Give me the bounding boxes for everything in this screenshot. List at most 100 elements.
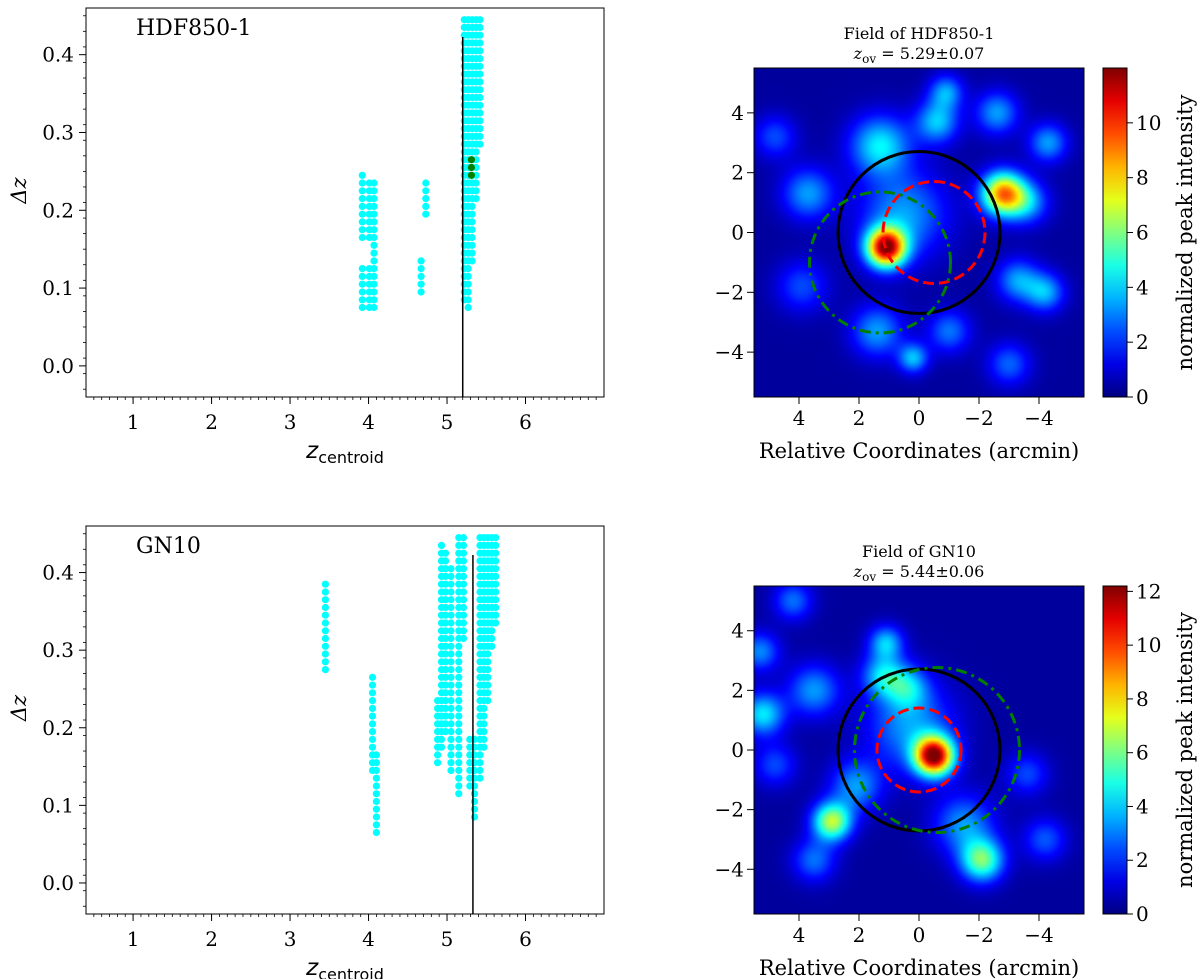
y-tick-label: 0.0 <box>42 354 74 378</box>
data-point <box>480 720 488 728</box>
data-point <box>492 603 500 612</box>
y-tick-label: 0.0 <box>42 871 74 895</box>
aperture-circles <box>836 666 1021 834</box>
heatmap-title: Field of GN10 <box>862 542 976 561</box>
colorbar-tick-label: 2 <box>1136 848 1149 872</box>
x-axis-label-sub: centroid <box>318 965 384 979</box>
data-point <box>447 650 455 658</box>
scatter-panel-2: 1 2 3 4 5 6 0.0 0.1 0.2 0.3 0.4 GN10 zcentroid Δz <box>7 525 605 979</box>
data-point <box>488 642 496 650</box>
data-point <box>459 603 468 612</box>
x-tick-label: 3 <box>284 410 297 434</box>
data-point <box>492 549 500 557</box>
data-point <box>468 249 476 257</box>
data-point <box>321 619 329 627</box>
data-point <box>372 759 380 767</box>
heatmap-subtitle: zov = 5.29±0.07 <box>853 44 985 66</box>
data-point <box>476 751 484 759</box>
y-tick-label: 0.3 <box>42 120 74 144</box>
data-point <box>321 580 329 588</box>
y-axis-label: Δz <box>7 694 31 722</box>
data-point <box>484 673 492 681</box>
y-tick-label: 0.2 <box>42 198 74 222</box>
data-point <box>447 759 455 767</box>
data-point <box>417 288 425 296</box>
data-point <box>372 828 380 837</box>
data-point <box>472 195 480 203</box>
data-point <box>459 549 468 557</box>
circle-dashdot <box>808 190 952 335</box>
data-point <box>480 704 488 713</box>
x-tick-label: 5 <box>441 927 454 951</box>
data-point <box>447 728 455 736</box>
colorbar-tick-label: 4 <box>1136 794 1149 818</box>
data-point <box>370 280 378 288</box>
data-point <box>476 93 484 102</box>
data-point <box>476 759 484 767</box>
data-point <box>459 580 468 588</box>
data-point <box>464 288 472 296</box>
data-point <box>459 634 468 643</box>
data-point <box>372 751 380 759</box>
data-point <box>422 187 430 195</box>
data-point <box>468 233 476 242</box>
data-point <box>468 226 476 234</box>
circle-dashed <box>875 706 963 794</box>
x-tick-label: 2 <box>205 927 218 951</box>
data-point <box>447 565 455 573</box>
x-tick-label: 2 <box>853 406 866 430</box>
data-point <box>437 735 446 744</box>
data-point <box>476 70 484 78</box>
data-point <box>372 782 380 790</box>
data-point <box>476 86 484 94</box>
data-point <box>455 790 463 798</box>
aperture-circles <box>808 150 1002 335</box>
data-point <box>368 743 377 751</box>
x-tick-label: 6 <box>519 927 532 951</box>
data-point <box>441 572 450 581</box>
x-axis-label-main: z <box>305 438 319 464</box>
data-point <box>476 101 484 109</box>
scatter-panel-0: 1 2 3 4 5 6 0.0 0.1 0.2 0.3 0.4 HDF850-1 zcentroid Δz <box>7 7 605 467</box>
data-point <box>476 78 484 86</box>
data-point <box>441 728 450 736</box>
data-point <box>370 257 378 265</box>
highlight-point <box>467 156 475 164</box>
data-point <box>447 619 455 627</box>
data-point <box>441 549 450 557</box>
data-point <box>484 650 492 658</box>
data-point <box>441 720 450 728</box>
data-point <box>370 187 378 195</box>
data-point <box>492 611 500 619</box>
data-point <box>484 658 492 666</box>
y-tick-label: 2 <box>731 678 744 702</box>
data-point <box>358 265 366 273</box>
data-point <box>368 704 377 713</box>
data-point <box>492 619 500 627</box>
y-tick-label: −4 <box>715 340 744 364</box>
y-tick-label: 0.2 <box>42 716 74 740</box>
data-point <box>434 751 442 759</box>
data-point <box>321 642 329 650</box>
data-point <box>434 759 442 767</box>
data-point <box>447 611 455 619</box>
heatmap-image <box>754 68 1084 397</box>
data-points <box>321 534 500 837</box>
y-tick-label: 0 <box>731 221 744 245</box>
data-point <box>368 697 377 705</box>
data-point <box>370 179 378 187</box>
data-point <box>372 805 380 813</box>
data-point <box>484 666 492 674</box>
data-point <box>492 557 500 565</box>
data-point <box>370 249 378 257</box>
data-point <box>370 272 378 280</box>
colorbar-tick-label: 12 <box>1136 579 1161 603</box>
data-point <box>488 634 496 643</box>
data-point <box>441 681 450 689</box>
data-point <box>441 642 450 650</box>
data-point <box>468 218 476 226</box>
data-point <box>447 658 455 666</box>
data-point <box>441 666 450 674</box>
data-point <box>459 627 468 635</box>
